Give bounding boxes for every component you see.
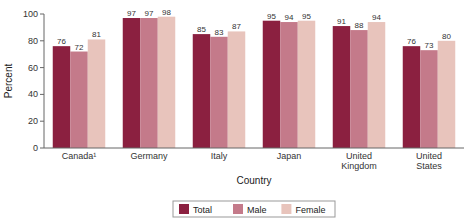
x-tick-label-line: Japan bbox=[277, 151, 302, 161]
bar bbox=[350, 30, 368, 148]
y-tick-label: 40 bbox=[28, 89, 38, 99]
data-label: 98 bbox=[162, 8, 171, 17]
bar bbox=[88, 39, 106, 148]
bar bbox=[158, 17, 176, 148]
x-axis bbox=[44, 148, 464, 149]
y-tick-label: 100 bbox=[23, 9, 38, 19]
bar bbox=[193, 34, 211, 148]
bars bbox=[53, 17, 456, 148]
y-tick-label: 80 bbox=[28, 36, 38, 46]
data-label: 97 bbox=[127, 9, 136, 18]
bar bbox=[210, 37, 228, 148]
bar bbox=[70, 52, 88, 148]
legend-frame bbox=[173, 201, 335, 217]
x-tick-label: Canada¹ bbox=[62, 151, 97, 161]
y-tick-label: 60 bbox=[28, 63, 38, 73]
bar bbox=[438, 41, 456, 148]
y-tick bbox=[40, 14, 44, 15]
legend-swatch bbox=[233, 204, 243, 214]
data-label: 94 bbox=[285, 13, 294, 22]
data-label: 95 bbox=[267, 12, 276, 21]
legend-label: Female bbox=[295, 205, 325, 215]
x-tick-label-line: States bbox=[416, 161, 442, 171]
bar bbox=[298, 21, 316, 148]
data-label: 95 bbox=[302, 12, 311, 21]
y-tick bbox=[40, 40, 44, 41]
y-tick-label: 20 bbox=[28, 116, 38, 126]
data-label: 76 bbox=[407, 37, 416, 46]
x-tick-label-line: Canada¹ bbox=[62, 151, 97, 161]
y-tick bbox=[40, 67, 44, 68]
data-label: 76 bbox=[57, 37, 66, 46]
bar bbox=[280, 22, 298, 148]
x-tick-label-line: United bbox=[416, 151, 442, 161]
y-axis bbox=[44, 14, 45, 148]
bar bbox=[333, 26, 351, 148]
data-label: 94 bbox=[372, 13, 381, 22]
y-tick-label: 0 bbox=[33, 143, 38, 153]
bar bbox=[403, 46, 421, 148]
data-label: 97 bbox=[145, 9, 154, 18]
chart: 0 20 40 60 80 100 76 97 85 95 91 76 72 97 83 94 88 73 81 98… bbox=[0, 0, 474, 219]
x-tick-label-line: Italy bbox=[211, 151, 228, 161]
bar bbox=[368, 22, 386, 148]
data-label: 88 bbox=[355, 21, 364, 30]
y-tick bbox=[40, 121, 44, 122]
bar bbox=[263, 21, 281, 148]
data-label: 80 bbox=[442, 32, 451, 41]
data-label: 91 bbox=[337, 17, 346, 26]
x-tick-label: UnitedStates bbox=[416, 151, 442, 171]
legend-label: Total bbox=[193, 205, 212, 215]
bar bbox=[53, 46, 71, 148]
x-tick-label: Italy bbox=[211, 151, 228, 161]
bar bbox=[420, 50, 438, 148]
data-label: 83 bbox=[215, 28, 224, 37]
x-tick-label-line: Germany bbox=[130, 151, 168, 161]
x-tick-label-line: United bbox=[346, 151, 372, 161]
legend-label: Male bbox=[247, 205, 267, 215]
legend-swatch bbox=[281, 204, 291, 214]
data-label: 73 bbox=[425, 41, 434, 50]
legend-swatch bbox=[179, 204, 189, 214]
x-tick-label-line: Kingdom bbox=[341, 161, 377, 171]
x-tick-label: UnitedKingdom bbox=[341, 151, 377, 171]
data-label: 81 bbox=[92, 30, 101, 39]
chart-container: 0 20 40 60 80 100 76 97 85 95 91 76 72 97 83 94 88 73 81 98… bbox=[0, 0, 474, 219]
bar bbox=[228, 31, 246, 148]
data-label: 85 bbox=[197, 25, 206, 34]
page: {"chart_data": {"type": "bar", "x_label"… bbox=[0, 0, 474, 219]
bar bbox=[123, 18, 141, 148]
data-label: 87 bbox=[232, 22, 241, 31]
x-axis-label: Country bbox=[236, 175, 271, 186]
bar bbox=[140, 18, 158, 148]
y-axis-label: Percent bbox=[3, 64, 14, 99]
legend: Total Male Female bbox=[173, 201, 335, 217]
x-tick-label: Japan bbox=[277, 151, 302, 161]
x-tick-label: Germany bbox=[130, 151, 168, 161]
y-tick bbox=[40, 148, 44, 149]
data-label: 72 bbox=[75, 43, 84, 52]
y-tick bbox=[40, 94, 44, 95]
